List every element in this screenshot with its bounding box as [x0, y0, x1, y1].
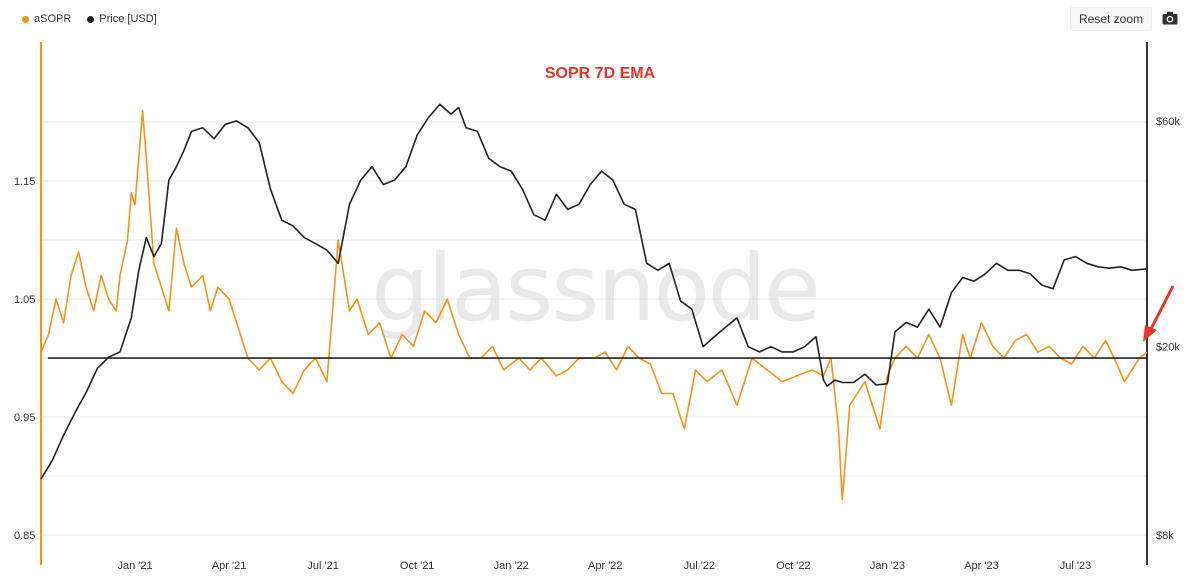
- series-line-asopr: [40, 109, 1148, 501]
- left-tick-label: 0.85: [14, 530, 35, 542]
- series-layer: [40, 103, 1148, 501]
- legend-dot-asopr: [22, 15, 29, 23]
- x-tick-label: Oct '22: [776, 560, 811, 572]
- right-tick-label: $60k: [1156, 116, 1180, 128]
- legend-label-price: Price [USD]: [99, 13, 157, 25]
- left-axis-ticks: 0.85 0.95 1.05 1.15: [14, 176, 35, 542]
- reset-zoom-button[interactable]: Reset zoom: [1070, 7, 1152, 31]
- camera-icon[interactable]: [1162, 11, 1178, 25]
- x-tick-label: Oct '21: [400, 560, 435, 572]
- annotation-arrow: [1143, 285, 1175, 342]
- legend-item-price[interactable]: Price [USD]: [87, 13, 157, 25]
- watermark-text: glassnode: [371, 235, 819, 342]
- series-line-price: [40, 103, 1148, 480]
- x-tick-label: Apr '21: [212, 560, 247, 572]
- x-axis-ticks: Jan '21 Apr '21 Jul '21 Oct '21 Jan '22 Apr '…: [117, 560, 1091, 572]
- right-tick-label: $8k: [1156, 530, 1174, 542]
- left-tick-label: 0.95: [14, 412, 35, 424]
- x-tick-label: Jul '21: [307, 560, 338, 572]
- x-tick-label: Jan '23: [870, 560, 905, 572]
- right-axis-ticks: $8k $20k $60k: [1156, 116, 1180, 542]
- left-tick-label: 1.05: [14, 294, 35, 306]
- left-tick-label: 1.15: [14, 176, 35, 188]
- x-tick-label: Jan '22: [494, 560, 529, 572]
- legend-dot-price: [87, 15, 95, 23]
- x-tick-label: Apr '22: [588, 560, 623, 572]
- legend-label-asopr: aSOPR: [34, 13, 72, 25]
- right-tick-label: $20k: [1156, 342, 1180, 354]
- legend-item-asopr[interactable]: aSOPR: [22, 13, 71, 25]
- chart-title: SOPR 7D EMA: [545, 65, 656, 82]
- x-tick-label: Jul '22: [684, 560, 715, 572]
- x-tick-label: Apr '23: [964, 560, 999, 572]
- legend: aSOPR Price [USD]: [22, 13, 157, 25]
- x-tick-label: Jul '23: [1060, 560, 1091, 572]
- x-tick-label: Jan '21: [117, 560, 152, 572]
